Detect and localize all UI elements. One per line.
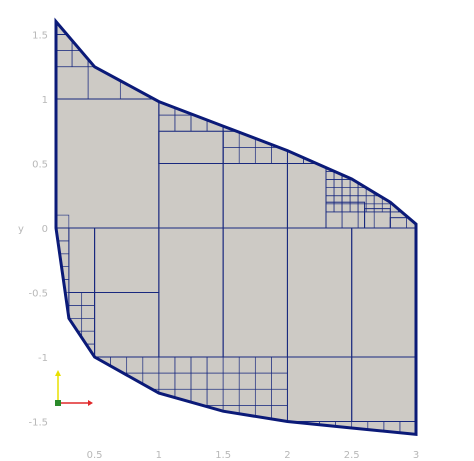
mesh-cell (158, 130, 224, 164)
triad-origin (55, 400, 61, 406)
x-tick-label: 1.5 (215, 450, 231, 461)
y-tick-label: 0 (42, 224, 48, 235)
triad-x-arrowhead (88, 400, 93, 406)
mesh-cell-fine (56, 340, 67, 350)
x-tick-labels: 0.5 1 1.5 2 2.5 3 (87, 450, 420, 461)
mesh-cell-fine (56, 324, 67, 334)
mesh-cell-fine (152, 66, 185, 100)
mesh-cell-fine (56, 308, 67, 317)
mesh-cell-fine (254, 421, 272, 435)
mesh-cell-fine (271, 421, 288, 435)
y-tick-label: 1.5 (32, 31, 48, 42)
mesh-cell-fine (190, 405, 208, 422)
mesh-cell-fine (56, 300, 67, 309)
mesh-cell-fine (304, 438, 320, 454)
x-tick-label: 2.5 (344, 450, 360, 461)
mesh-cell-fine (56, 348, 67, 358)
mesh-cell-fine (56, 332, 67, 342)
mesh-cell-fine (206, 421, 224, 435)
mesh-cell-fine (384, 438, 400, 454)
mesh-cell-fine (158, 405, 176, 422)
mesh-cell-fine (56, 214, 70, 229)
y-tick-label: -0.5 (28, 289, 48, 300)
mesh-cell-fine (110, 372, 128, 390)
y-tick-label: -1.5 (28, 418, 48, 429)
mesh-cell-fine (190, 98, 208, 116)
triad-y-arrowhead (55, 370, 61, 376)
mesh-cell-fine (126, 388, 144, 406)
mesh-cell-fine (56, 316, 67, 325)
x-tick-label: 0.5 (87, 450, 103, 461)
domain-boundary (54, 17, 418, 437)
x-tick-label: 2 (284, 450, 290, 461)
y-tick-labels: 1.5 1 0.5 0 -0.5 -1 -1.5 (28, 31, 48, 429)
y-tick-label: 1 (42, 95, 48, 106)
x-tick-label: 3 (413, 450, 419, 461)
mesh-cell-fine (238, 421, 256, 435)
y-tick-label: -1 (38, 353, 48, 364)
mesh-cell-fine (368, 438, 384, 454)
mesh-cell-fine (320, 438, 336, 454)
mesh-cell-fine (174, 405, 192, 422)
y-tick-label: 0.5 (32, 160, 48, 171)
mesh-cell-fine (87, 34, 121, 68)
y-axis-label: y (18, 224, 24, 235)
mesh-cell-fine (365, 179, 375, 188)
orientation-triad (55, 370, 93, 406)
x-tick-label: 1 (156, 450, 162, 461)
mesh-cell-fine (222, 421, 240, 435)
